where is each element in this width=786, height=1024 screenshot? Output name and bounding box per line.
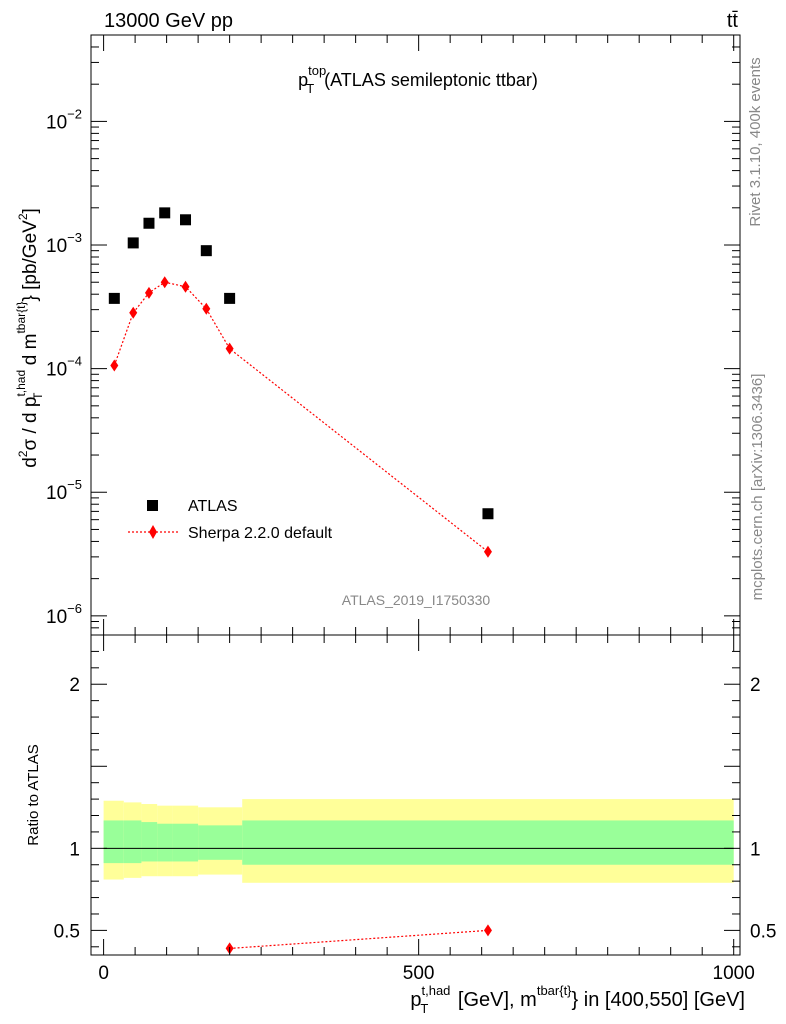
mc-line	[113, 281, 489, 553]
y-tick-label: 10−2	[46, 106, 82, 133]
legend-mc-marker	[149, 525, 157, 539]
data-point	[127, 237, 139, 249]
ratio-panel: 0 500 1000 0.5 0.5 1 1 2 2	[54, 634, 776, 984]
x-axis-title: pt,had T [GeV], mtbar{t}} in [400,550] [G…	[410, 983, 745, 1016]
mc-point	[202, 302, 211, 315]
mcplots-label: mcplots.cern.ch [arXiv:1306.3436]	[749, 374, 766, 601]
energy-label: 13000 GeV pp	[104, 10, 233, 32]
ratio-mc-point	[483, 924, 492, 937]
mc-point	[144, 286, 153, 299]
y-tick-label: 10−6	[46, 601, 82, 628]
ratio-y-axis-title: Ratio to ATLAS	[25, 744, 42, 845]
ratio-y-tick-label-left: 1	[69, 839, 80, 860]
legend-atlas-label: ATLAS	[188, 498, 238, 515]
y-tick-label: 10−5	[46, 477, 82, 504]
ratio-band-inner-2	[141, 822, 158, 862]
legend: ATLAS Sherpa 2.2.0 default	[128, 498, 333, 542]
data-point	[180, 214, 192, 226]
x-tick-label: 0	[98, 963, 109, 984]
analysis-id: ATLAS_2019_I1750330	[342, 592, 491, 608]
title-main: p	[298, 70, 308, 90]
legend-atlas-marker	[147, 500, 158, 511]
plot-title: ptop T (ATLAS semileptonic ttbar)	[298, 63, 538, 96]
ratio-band-inner-5	[198, 825, 243, 860]
data-point	[200, 245, 212, 257]
ratio-mc-line	[229, 929, 489, 950]
mc-point	[110, 359, 119, 372]
legend-mc-label: Sherpa 2.2.0 default	[188, 525, 333, 542]
x-tick-label: 1000	[713, 963, 755, 984]
title-sup: top	[308, 63, 326, 78]
data-point	[108, 292, 120, 304]
mc-point	[225, 342, 234, 355]
ratio-y-tick-label-right: 0.5	[750, 921, 776, 942]
data-point	[482, 508, 494, 520]
main-panel: 10−6 10−5 10−4 10−3 10−2	[46, 34, 741, 636]
title-rest: (ATLAS semileptonic ttbar)	[324, 70, 538, 90]
ratio-y-tick-label-right: 1	[750, 839, 761, 860]
mc-point	[160, 276, 169, 289]
main-frame	[90, 34, 741, 636]
y-tick-label: 10−3	[46, 230, 82, 257]
ratio-band-inner-1	[123, 820, 142, 864]
ratio-band-inner-3	[157, 823, 173, 862]
mc-point	[129, 306, 138, 319]
rivet-label: Rivet 3.1.10, 400k events	[747, 57, 764, 226]
ratio-y-tick-label-left: 2	[69, 675, 80, 696]
title-sub: T	[306, 81, 314, 96]
ratio-y-tick-label-left: 0.5	[54, 921, 80, 942]
mc-point	[483, 545, 492, 558]
x-tick-label: 500	[403, 963, 435, 984]
main-y-axis-title: d2σ / d pt,had T d mtbar{t}} [pb/GeV2]	[14, 208, 45, 468]
mc-point	[181, 280, 190, 293]
data-point	[224, 292, 236, 304]
process-label: tt̄	[727, 10, 739, 32]
ratio-band-inner-0	[103, 820, 124, 864]
ratio-band-inner-6	[242, 820, 734, 865]
ratio-y-tick-label-right: 2	[750, 675, 761, 696]
data-point	[143, 217, 155, 229]
data-point	[159, 207, 171, 219]
y-tick-label: 10−4	[46, 354, 82, 381]
ratio-frame	[90, 634, 741, 956]
ratio-band-inner-4	[172, 823, 199, 862]
